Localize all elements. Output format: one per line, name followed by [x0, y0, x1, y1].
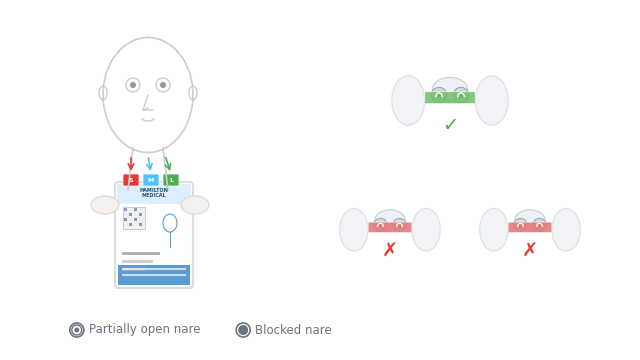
Text: S: S	[129, 177, 133, 183]
Bar	[123, 207, 145, 229]
Circle shape	[436, 92, 442, 98]
Ellipse shape	[181, 196, 209, 214]
Circle shape	[238, 325, 248, 335]
Ellipse shape	[91, 196, 119, 214]
FancyBboxPatch shape	[117, 184, 191, 204]
Text: L: L	[169, 177, 173, 183]
Circle shape	[160, 82, 166, 88]
Circle shape	[378, 222, 383, 228]
Bar	[129, 213, 132, 216]
Ellipse shape	[412, 208, 440, 251]
Bar	[139, 223, 142, 226]
FancyBboxPatch shape	[143, 174, 159, 186]
Bar	[134, 218, 137, 221]
Ellipse shape	[433, 77, 468, 102]
Circle shape	[537, 222, 542, 228]
Circle shape	[397, 222, 403, 228]
Text: ✓: ✓	[442, 116, 458, 135]
Circle shape	[393, 219, 406, 231]
Circle shape	[431, 87, 447, 103]
Ellipse shape	[375, 210, 405, 231]
FancyBboxPatch shape	[163, 174, 179, 186]
Circle shape	[458, 92, 464, 98]
Text: Blocked nare: Blocked nare	[255, 324, 332, 337]
Bar	[134, 208, 137, 211]
Ellipse shape	[479, 208, 508, 251]
Bar	[124, 208, 127, 211]
Circle shape	[74, 328, 79, 333]
Circle shape	[533, 219, 546, 231]
Bar	[124, 218, 127, 221]
Ellipse shape	[340, 208, 368, 251]
Text: Partially open nare: Partially open nare	[89, 324, 200, 337]
Circle shape	[130, 82, 136, 88]
Circle shape	[518, 222, 524, 228]
Circle shape	[374, 219, 387, 231]
FancyBboxPatch shape	[115, 182, 193, 288]
Ellipse shape	[515, 210, 545, 231]
Circle shape	[514, 219, 527, 231]
Bar	[139, 213, 142, 216]
Ellipse shape	[476, 76, 508, 125]
Text: ✗: ✗	[522, 242, 538, 261]
Ellipse shape	[552, 208, 580, 251]
Bar	[118, 265, 190, 285]
FancyBboxPatch shape	[508, 222, 552, 233]
Text: M: M	[148, 177, 154, 183]
Bar	[129, 223, 132, 226]
Ellipse shape	[392, 76, 425, 125]
Circle shape	[453, 87, 468, 103]
Text: ✗: ✗	[382, 242, 398, 261]
FancyBboxPatch shape	[425, 92, 475, 104]
Text: HAMILTON
MEDICAL: HAMILTON MEDICAL	[140, 188, 168, 198]
FancyBboxPatch shape	[123, 174, 139, 186]
FancyBboxPatch shape	[368, 222, 412, 233]
